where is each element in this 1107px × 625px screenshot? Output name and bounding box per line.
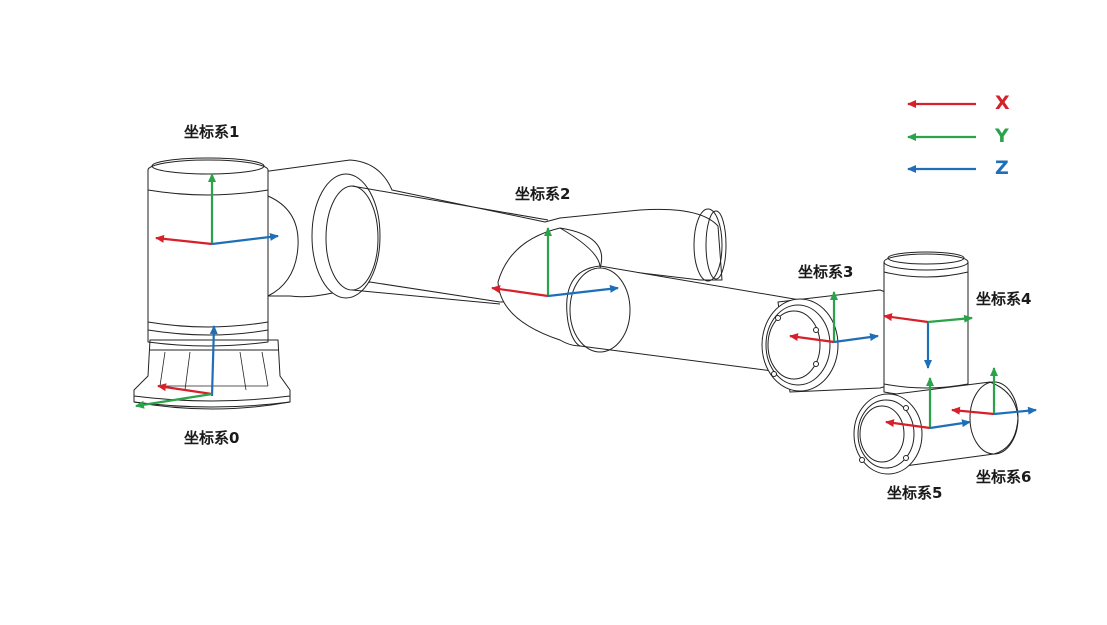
legend-x-label: X — [995, 92, 1010, 114]
legend-y-label: Y — [995, 125, 1009, 147]
frame6-axes — [951, 367, 1037, 416]
frame4-axes — [883, 313, 973, 369]
upper-arm-link — [261, 159, 727, 305]
frame2-label: 坐标系2 — [515, 185, 571, 203]
frame6-label: 坐标系6 — [976, 468, 1032, 486]
frame5-label: 坐标系5 — [887, 484, 943, 502]
legend-z-label: Z — [995, 157, 1009, 179]
frame1-axes — [155, 173, 279, 246]
shoulder-joint — [147, 157, 299, 347]
frame1-label: 坐标系1 — [184, 123, 240, 141]
frame3-label: 坐标系3 — [798, 263, 854, 281]
frame0-axes — [135, 325, 218, 409]
legend — [907, 100, 976, 173]
frame0-label: 坐标系0 — [184, 429, 240, 447]
frame5-axes — [885, 377, 971, 430]
frame2-axes — [491, 227, 619, 298]
frame3-axes — [789, 291, 879, 344]
frame4-label: 坐标系4 — [976, 290, 1032, 308]
wrist2-joint — [883, 251, 969, 397]
